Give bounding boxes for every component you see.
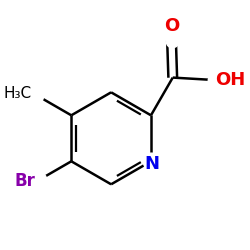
Text: H₃C: H₃C [4, 86, 32, 102]
Text: O: O [164, 16, 179, 34]
Text: Br: Br [14, 172, 36, 190]
Text: N: N [145, 155, 160, 173]
Text: OH: OH [215, 71, 246, 89]
